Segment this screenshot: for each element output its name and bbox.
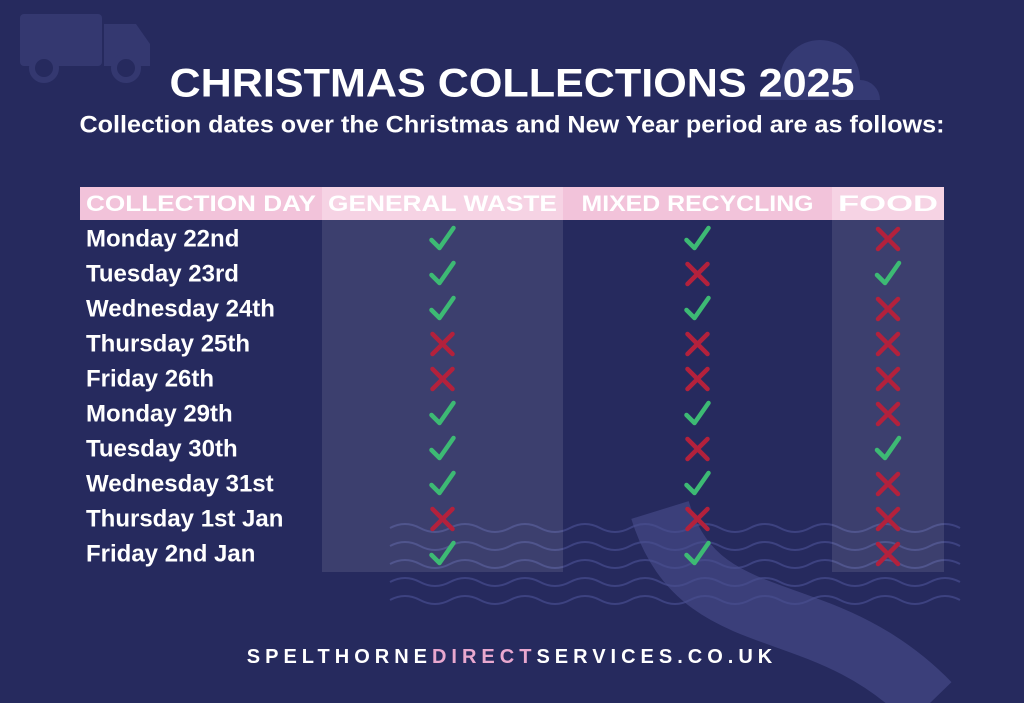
cross-icon [875,401,901,427]
website: SPELTHORNEDIRECTSERVICES.CO.UK [247,646,777,668]
day-label: Tuesday 30th [86,435,238,462]
check-icon [874,260,902,286]
cross-stroke [685,261,710,287]
cross-stroke [685,506,710,532]
cross-icon [875,506,901,532]
check-icon [429,400,456,426]
swoosh-decoration [631,500,952,703]
title: CHRISTMAS COLLECTIONS 2025 [170,62,855,106]
column-header: MIXED RECYCLING [582,191,814,216]
check-stroke [684,540,711,566]
check-stroke [684,400,711,426]
day-label: Monday 29th [86,400,233,427]
check-stroke [874,260,902,286]
check-icon [429,470,456,496]
day-label: Thursday 1st Jan [86,505,283,532]
cross-icon [875,366,901,392]
cross-icon [430,506,455,532]
website-part: SERVICES.CO.UK [536,646,777,668]
cross-icon [685,331,710,357]
check-stroke [684,295,711,321]
cross-icon [430,366,455,392]
check-stroke [429,435,456,461]
check-icon [684,400,711,426]
cross-stroke [685,366,710,392]
day-label: Wednesday 31st [86,470,274,497]
cross-stroke [430,506,455,532]
cross-icon [685,366,710,392]
cross-icon [875,226,901,252]
check-stroke [684,225,711,251]
day-label: Thursday 25th [86,330,250,357]
check-icon [684,540,711,566]
table-header-bg [322,187,563,220]
check-stroke [429,295,456,321]
cross-stroke [875,401,901,427]
subtitle: Collection dates over the Christmas and … [80,111,945,138]
column-header: COLLECTION DAY [86,191,316,216]
cross-icon [430,331,455,357]
cross-stroke [875,541,901,567]
check-stroke [874,435,902,461]
truck-decoration [20,14,150,83]
check-icon [684,225,711,251]
day-label: Tuesday 23rd [86,260,239,287]
check-icon [684,470,711,496]
check-stroke [429,260,456,286]
cross-icon [875,331,901,357]
cross-stroke [685,436,710,462]
check-icon [429,435,456,461]
cross-stroke [875,226,901,252]
cross-stroke [875,331,901,357]
cross-stroke [875,471,901,497]
website-part: DIRECT [432,646,536,668]
check-stroke [429,540,456,566]
day-label: Friday 26th [86,365,214,392]
cross-icon [875,471,901,497]
cross-icon [685,436,710,462]
cross-stroke [685,331,710,357]
check-icon [429,295,456,321]
cross-icon [875,296,901,322]
column-header: GENERAL WASTE [328,191,557,216]
cross-icon [685,506,710,532]
website-part: SPELTHORNE [247,646,432,668]
table-header-bg [832,187,944,220]
cloud-decoration [760,40,880,100]
cross-stroke [875,506,901,532]
cross-stroke [430,366,455,392]
cross-icon [685,261,710,287]
column-header: FOOD [838,191,938,216]
check-stroke [429,470,456,496]
cross-stroke [875,366,901,392]
check-icon [874,435,902,461]
day-label: Monday 22nd [86,225,239,252]
check-stroke [429,225,456,251]
check-icon [684,295,711,321]
check-icon [429,540,456,566]
check-icon [429,260,456,286]
day-label: Friday 2nd Jan [86,540,255,567]
check-icon [429,225,456,251]
day-label: Wednesday 24th [86,295,275,322]
cross-stroke [430,331,455,357]
check-stroke [429,400,456,426]
check-stroke [684,470,711,496]
cross-stroke [875,296,901,322]
cross-icon [875,541,901,567]
